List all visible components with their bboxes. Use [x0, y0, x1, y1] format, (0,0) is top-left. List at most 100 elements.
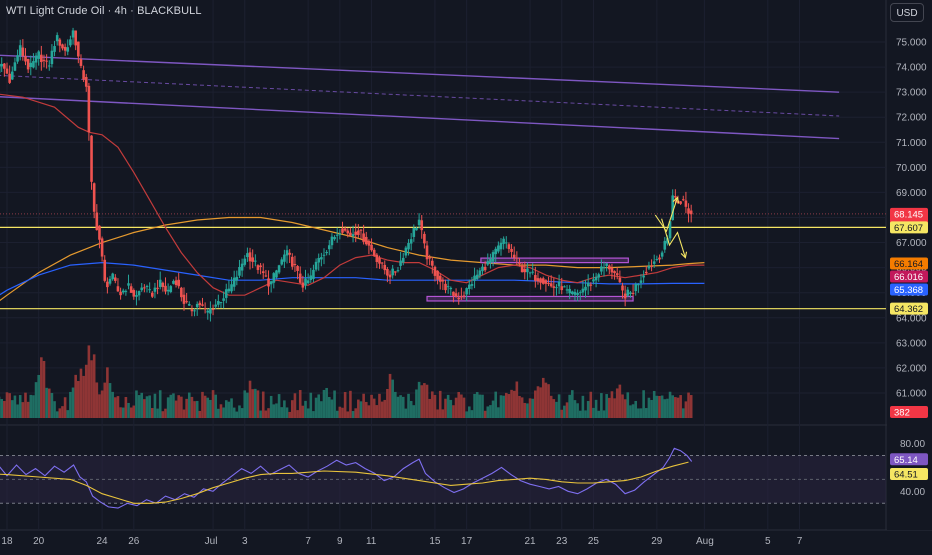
candle-body [508, 244, 511, 249]
volume-bar [257, 390, 260, 418]
volume-bar [526, 403, 529, 418]
candle-body [489, 259, 492, 263]
volume-bar [555, 402, 558, 418]
volume-bar [545, 383, 548, 418]
candle-body [486, 261, 489, 264]
volume-bar [420, 385, 423, 418]
candle-body [294, 264, 297, 265]
volume-bar [677, 398, 680, 418]
candle-body [117, 286, 120, 291]
candle-body [109, 279, 112, 284]
volume-bar [600, 393, 603, 418]
candle-body [679, 201, 682, 203]
volume-bar [497, 407, 500, 418]
volume-bar [558, 394, 561, 418]
volume-bar [233, 408, 236, 418]
volume-bar [571, 390, 574, 418]
volume-bar [291, 400, 294, 418]
volume-bar [666, 399, 669, 418]
candle-body [531, 272, 534, 273]
candle-body [381, 263, 384, 264]
candle-body [637, 284, 640, 285]
candle-body [587, 283, 590, 287]
candle-body [444, 284, 447, 290]
volume-bar [516, 382, 519, 418]
time-tick-label: Aug [696, 536, 714, 547]
volume-bar [0, 399, 3, 418]
candle-body [555, 287, 558, 288]
currency-button[interactable]: USD [890, 3, 924, 22]
candle-body [233, 278, 236, 287]
candle-body [315, 262, 318, 270]
volume-bar [296, 410, 299, 418]
candle-body [423, 234, 426, 243]
candle-body [217, 301, 220, 305]
volume-bar [619, 385, 622, 418]
candle-body [558, 282, 561, 287]
candle-body [447, 286, 450, 287]
candle-body [494, 249, 497, 254]
candle-body [357, 231, 360, 235]
volume-bar [228, 402, 231, 418]
symbol-title[interactable]: WTI Light Crude Oil · 4h · BLACKBULL [6, 5, 202, 17]
candle-body [93, 183, 96, 211]
candle-body [146, 286, 149, 287]
volume-bar [553, 399, 556, 418]
volume-bar [529, 398, 532, 418]
candle-body [238, 267, 241, 276]
candle-body [590, 285, 593, 286]
candle-body [177, 280, 180, 286]
volume-bar [457, 392, 460, 418]
volume-bar [43, 361, 46, 418]
candle-body [214, 305, 217, 307]
candle-body [246, 253, 249, 257]
volume-bar [608, 398, 611, 418]
candle-body [328, 245, 331, 249]
volume-bar [431, 391, 434, 418]
candle-body [43, 60, 46, 61]
candle-body [280, 259, 283, 264]
candle-body [560, 286, 563, 290]
candle-body [500, 243, 503, 249]
price-badge: 64.362 [894, 304, 923, 315]
candle-body [98, 226, 101, 240]
time-tick-label: 20 [33, 536, 45, 547]
rsi-tick-label: 40.00 [900, 487, 925, 498]
volume-bar [238, 405, 241, 418]
candle-body [534, 275, 537, 281]
volume-bar [513, 391, 516, 418]
candle-body [471, 284, 474, 286]
volume-bar [331, 400, 334, 418]
candle-body [140, 288, 143, 291]
volume-bar [259, 411, 262, 418]
volume-bar [130, 408, 133, 418]
volume-bar [484, 411, 487, 418]
candle-body [333, 237, 336, 239]
candle-body [209, 308, 212, 313]
volume-bar [214, 395, 217, 418]
candle-body [410, 239, 413, 243]
volume-bar [140, 393, 143, 418]
volume-bar [217, 409, 220, 418]
volume-bar [579, 411, 582, 418]
volume-bar [196, 401, 199, 418]
volume-bar [531, 399, 534, 418]
volume-bar [204, 396, 207, 418]
volume-bar [148, 395, 151, 418]
volume-bar [650, 400, 653, 418]
volume-bar [61, 406, 64, 418]
volume-bar [243, 390, 246, 418]
candle-body [241, 264, 244, 271]
candle-body [74, 31, 77, 46]
volume-bar [241, 408, 244, 418]
volume-bar [3, 401, 6, 418]
candle-body [11, 72, 14, 80]
price-tick-label: 73.000 [896, 88, 927, 99]
volume-bar [32, 395, 35, 418]
volume-bar [236, 412, 239, 418]
volume-bar [72, 388, 75, 418]
volume-bar [587, 401, 590, 418]
candle-body [344, 228, 347, 230]
